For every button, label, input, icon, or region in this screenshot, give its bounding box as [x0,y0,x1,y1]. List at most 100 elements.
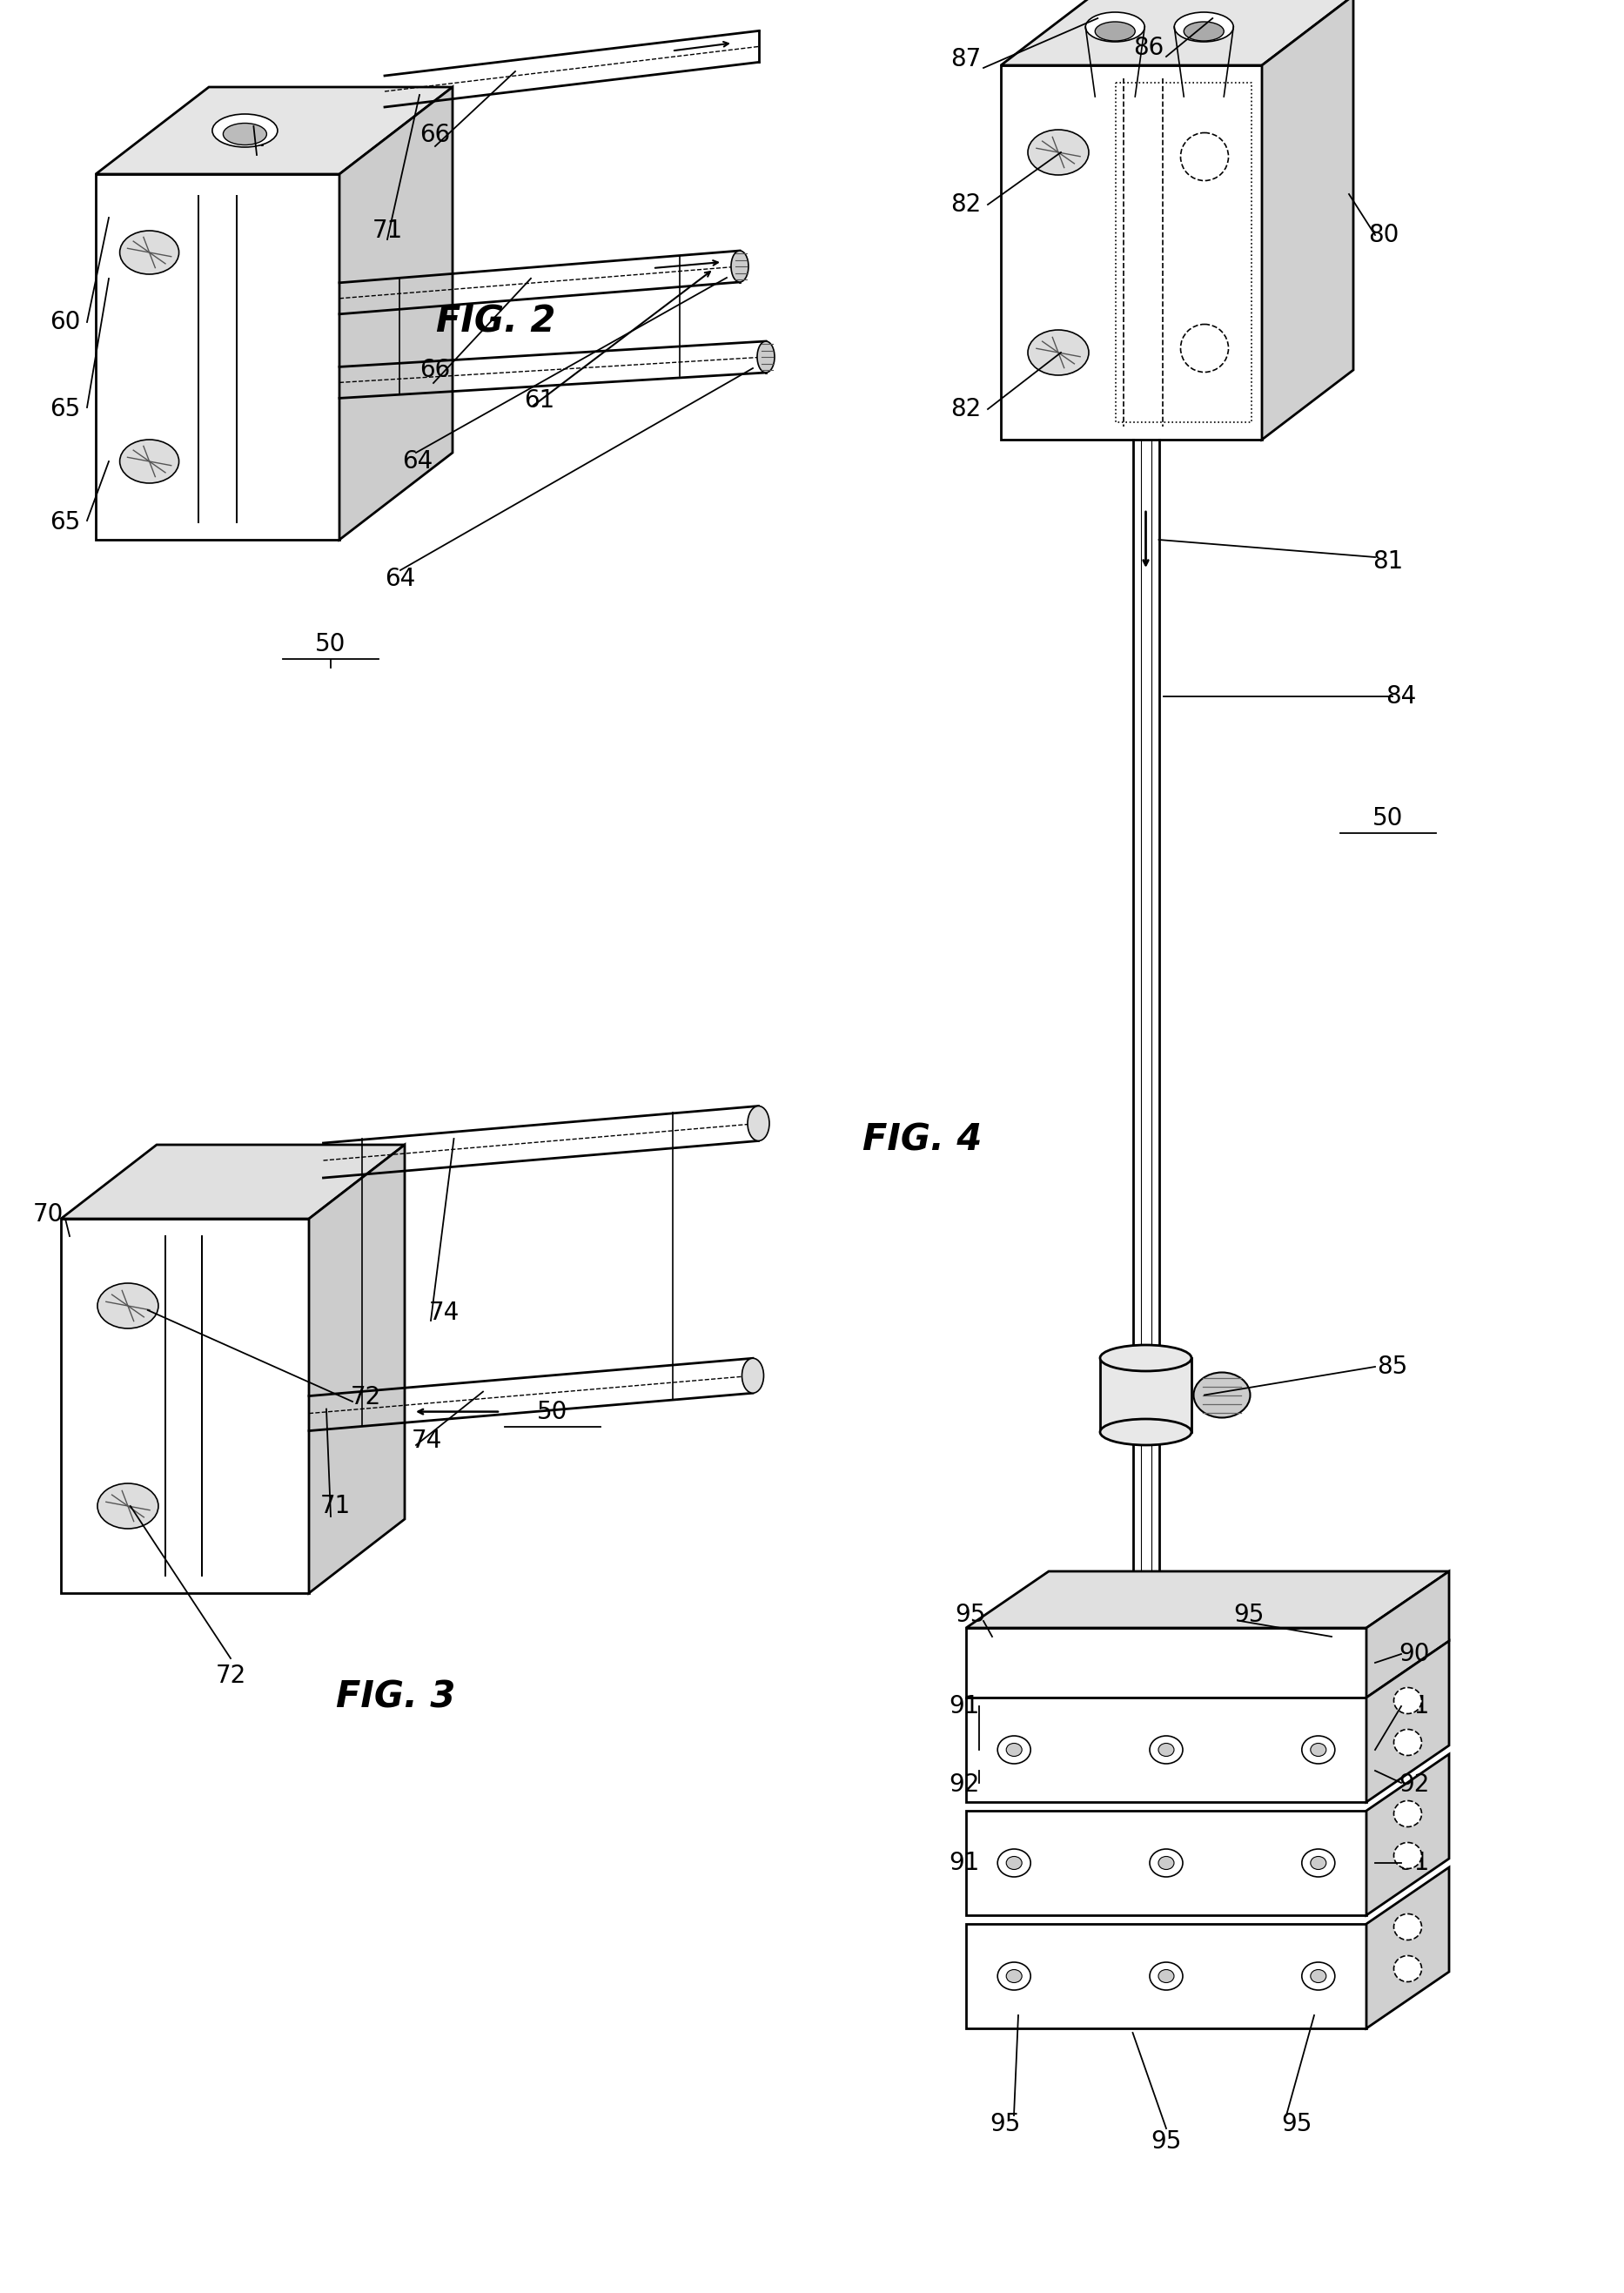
Ellipse shape [1150,1963,1182,1990]
Text: 90: 90 [1398,1642,1429,1667]
Polygon shape [96,174,339,539]
Text: 74: 74 [411,1429,442,1454]
Text: FIG. 4: FIG. 4 [862,1121,983,1158]
Polygon shape [1366,1867,1449,2029]
Text: 70: 70 [32,1202,63,1227]
Text: 82: 82 [950,397,981,422]
Text: 64: 64 [385,566,416,592]
Ellipse shape [1393,1800,1421,1828]
Ellipse shape [1184,21,1224,41]
Text: 71: 71 [320,1493,351,1518]
Text: 72: 72 [216,1665,245,1688]
Ellipse shape [1150,1848,1182,1878]
Ellipse shape [120,440,179,484]
Polygon shape [966,1571,1449,1628]
Ellipse shape [1302,1736,1335,1763]
Ellipse shape [1028,131,1088,174]
Text: 92: 92 [948,1772,979,1798]
Ellipse shape [1311,1970,1327,1983]
Ellipse shape [1007,1743,1021,1756]
Ellipse shape [1302,1848,1335,1878]
Ellipse shape [1393,1915,1421,1940]
Ellipse shape [1181,133,1228,181]
Ellipse shape [97,1484,159,1529]
Ellipse shape [1311,1857,1327,1869]
Text: 72: 72 [351,1385,382,1410]
Text: 82: 82 [950,193,981,218]
Text: 80: 80 [1369,222,1400,248]
Ellipse shape [1194,1374,1250,1417]
Text: 66: 66 [421,358,450,383]
Polygon shape [1000,64,1262,440]
Ellipse shape [747,1105,770,1142]
Text: 61: 61 [525,388,555,413]
Polygon shape [1000,0,1353,64]
Polygon shape [1366,1642,1449,1802]
Text: 85: 85 [1377,1355,1408,1378]
Text: 95: 95 [989,2112,1020,2137]
Ellipse shape [1158,1743,1174,1756]
Polygon shape [966,1697,1366,1802]
Ellipse shape [997,1963,1031,1990]
Text: 87: 87 [950,48,981,71]
Text: FIG. 2: FIG. 2 [437,303,555,339]
Ellipse shape [997,1736,1031,1763]
Ellipse shape [1393,1844,1421,1869]
Text: 95: 95 [955,1603,986,1628]
Ellipse shape [1085,11,1145,41]
Text: 86: 86 [1134,37,1164,60]
Ellipse shape [997,1848,1031,1878]
Text: 65: 65 [50,397,81,422]
Ellipse shape [1099,1346,1192,1371]
Text: 84: 84 [1385,683,1416,709]
Polygon shape [339,87,453,539]
Polygon shape [1366,1754,1449,1915]
Text: 50: 50 [1372,807,1403,830]
Text: 64: 64 [403,449,434,475]
Text: FIG. 3: FIG. 3 [336,1678,456,1715]
Text: 95: 95 [1234,1603,1265,1628]
Ellipse shape [1158,1857,1174,1869]
Text: 50: 50 [538,1399,568,1424]
Polygon shape [62,1144,404,1220]
Text: 50: 50 [315,633,346,656]
Text: 71: 71 [372,218,403,243]
Text: 91: 91 [948,1850,979,1876]
Ellipse shape [1181,323,1228,371]
Ellipse shape [120,232,179,275]
Ellipse shape [222,124,266,144]
Text: 74: 74 [429,1300,460,1325]
Ellipse shape [742,1357,763,1394]
Ellipse shape [1007,1970,1021,1983]
Ellipse shape [1028,330,1088,376]
Text: 95: 95 [1281,2112,1312,2137]
Text: 92: 92 [1398,1772,1429,1798]
Ellipse shape [1007,1857,1021,1869]
Text: 65: 65 [50,509,81,534]
Ellipse shape [731,250,749,282]
Polygon shape [1099,1357,1192,1433]
Polygon shape [966,1811,1366,1915]
Polygon shape [309,1144,404,1594]
Text: 81: 81 [1372,550,1403,573]
Polygon shape [966,1924,1366,2029]
Polygon shape [1262,0,1353,440]
Polygon shape [1366,1571,1449,1697]
Text: 67: 67 [242,126,273,151]
Text: 95: 95 [1151,2130,1182,2153]
Ellipse shape [1393,1688,1421,1713]
Polygon shape [62,1220,309,1594]
Ellipse shape [1302,1963,1335,1990]
Ellipse shape [1393,1729,1421,1756]
Text: 60: 60 [50,310,81,335]
Text: 91: 91 [1398,1695,1429,1717]
Ellipse shape [1311,1743,1327,1756]
Ellipse shape [1174,11,1234,41]
Text: 91: 91 [1398,1850,1429,1876]
Ellipse shape [1099,1419,1192,1445]
Ellipse shape [1095,21,1135,41]
Ellipse shape [757,342,775,371]
Polygon shape [966,1628,1366,1697]
Ellipse shape [1393,1956,1421,1981]
Ellipse shape [1150,1736,1182,1763]
